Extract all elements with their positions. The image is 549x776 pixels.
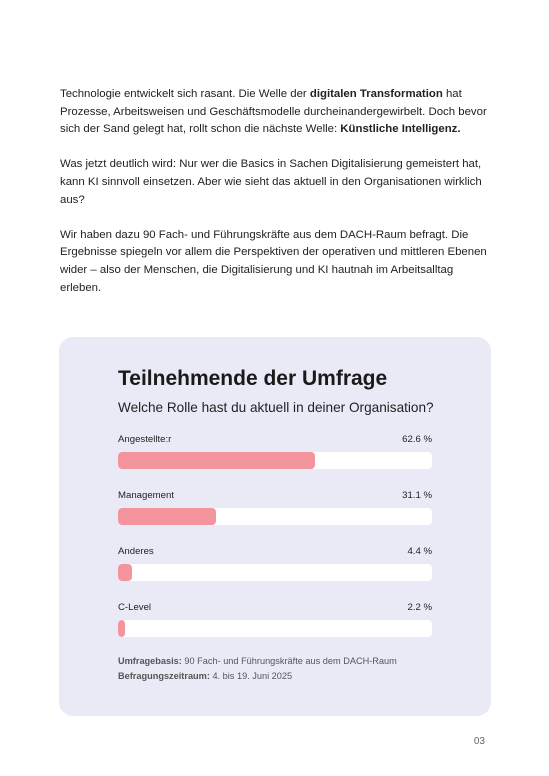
bold-text: Künstliche Intelligenz. (340, 123, 461, 136)
value-label: 2.2 % (407, 602, 432, 613)
bar (118, 452, 315, 469)
paragraph: Technologie entwickelt sich rasant. Die … (60, 86, 492, 139)
value-label: 31.1 % (402, 490, 432, 501)
chart-title: Teilnehmende der Umfrage (118, 367, 388, 390)
footnote-text: 4. bis 19. Juni 2025 (209, 671, 293, 681)
bar-track (118, 452, 432, 469)
footnote: Umfragebasis: 90 Fach- und Führungskräft… (118, 656, 397, 666)
bar (118, 620, 125, 637)
category-label: Management (118, 490, 174, 501)
paragraph: Wir haben dazu 90 Fach- und Führungskräf… (60, 227, 492, 297)
footnote-label: Umfragebasis: (118, 656, 182, 666)
paragraph: Was jetzt deutlich wird: Nur wer die Bas… (60, 156, 492, 209)
bold-text: digitalen Transformation (309, 88, 443, 100)
value-label: 4.4 % (407, 546, 432, 557)
chart-card: Teilnehmende der Umfrage Welche Rolle ha… (59, 337, 491, 716)
value-label: 62.6 % (402, 434, 432, 445)
bar-track (118, 620, 432, 637)
text: Was jetzt deutlich wird: Nur wer die Bas… (60, 158, 482, 206)
text: Technologie entwickelt sich rasant. Die … (60, 88, 310, 100)
category-label: C-Level (118, 602, 152, 613)
footnote: Befragungszeitraum: 4. bis 19. Juni 2025 (118, 671, 292, 681)
text: Wir haben dazu 90 Fach- und Führungskräf… (60, 228, 487, 294)
chart-subtitle: Welche Rolle hast du aktuell in deiner O… (118, 400, 434, 415)
category-label: Angestellte:r (118, 434, 172, 445)
bar (118, 564, 132, 581)
text: hat Prozesse, Arbeitsweisen und Geschäft… (60, 88, 487, 136)
footnote-text: 90 Fach- und Führungskräfte aus dem DACH… (181, 656, 397, 666)
body-text: Technologie entwickelt sich rasant. Die … (60, 86, 492, 315)
bar-track (118, 508, 432, 525)
bar-track (118, 564, 432, 581)
bar (118, 508, 216, 525)
footnote-label: Befragungszeitraum: (118, 671, 210, 681)
page-number: 03 (473, 736, 485, 747)
category-label: Anderes (118, 546, 154, 557)
